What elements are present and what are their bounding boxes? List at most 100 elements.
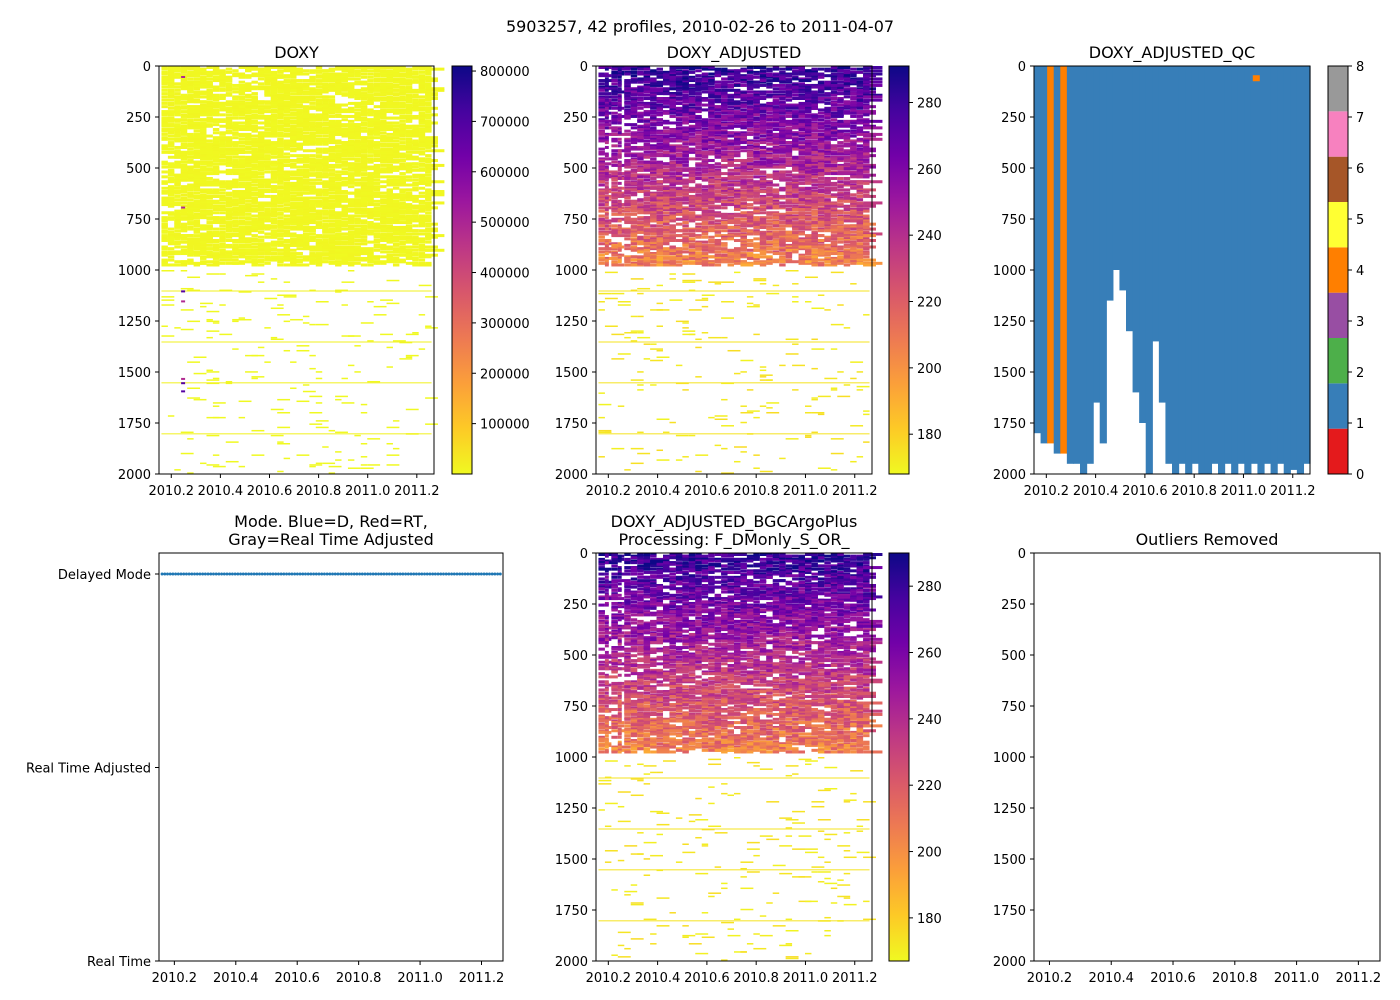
heatmap-cell	[380, 204, 400, 208]
heatmap-cell	[688, 170, 696, 174]
heatmap-cell	[200, 75, 207, 79]
heatmap-cell	[708, 66, 715, 69]
heatmap-cell	[399, 74, 413, 78]
heatmap-cell	[219, 304, 226, 306]
heatmap-cell	[180, 227, 188, 231]
heatmap-cell	[354, 214, 361, 218]
heatmap-cell	[167, 237, 175, 241]
heatmap-cell	[380, 232, 387, 236]
heatmap-cell	[617, 69, 622, 73]
heatmap-cell	[399, 90, 413, 94]
heatmap-cell	[675, 198, 696, 202]
heatmap-cell	[617, 181, 622, 185]
heatmap-cell	[611, 207, 618, 211]
heatmap-cell	[347, 157, 355, 161]
heatmap-cell	[180, 67, 188, 71]
heatmap-cell	[399, 155, 406, 159]
heatmap-cell	[270, 126, 278, 130]
heatmap-cell	[212, 69, 226, 73]
heatmap-cell	[225, 255, 233, 259]
heatmap-cell	[386, 199, 393, 203]
heatmap-cell	[251, 219, 265, 223]
heatmap-cell	[206, 336, 213, 339]
heatmap-cell	[360, 209, 368, 213]
heatmap-cell	[695, 150, 702, 154]
heatmap-cell	[277, 176, 297, 180]
heatmap-cell	[187, 276, 201, 279]
heatmap-cell	[727, 188, 734, 192]
heatmap-cell	[604, 121, 609, 125]
heatmap-cell	[347, 132, 361, 136]
heatmap-cell	[714, 100, 728, 104]
heatmap-cell	[386, 142, 400, 146]
heatmap-cell	[347, 201, 368, 205]
heatmap-cell	[367, 98, 374, 102]
heatmap-cell	[405, 207, 413, 211]
heatmap-cell	[264, 248, 284, 252]
heatmap-cell	[225, 113, 233, 117]
heatmap-cell	[238, 207, 252, 211]
heatmap-cell	[328, 149, 342, 153]
heatmap-cell	[669, 224, 676, 228]
heatmap-cell	[232, 121, 246, 125]
heatmap-cell	[656, 211, 664, 215]
heatmap-cell	[617, 79, 622, 83]
heatmap-cell	[675, 69, 683, 73]
colorbar-tick-label: 400000	[480, 267, 530, 282]
heatmap-cell	[701, 193, 709, 197]
heatmap-cell	[386, 212, 393, 216]
heatmap-cell	[309, 423, 323, 425]
heatmap-cell	[341, 235, 355, 239]
heatmap-cell	[225, 235, 233, 239]
heatmap-cell	[193, 185, 201, 189]
heatmap-cell	[360, 165, 381, 169]
heatmap-cell	[399, 209, 406, 213]
heatmap-cell	[598, 172, 605, 176]
heatmap-cell	[225, 121, 233, 125]
heatmap-cell	[296, 147, 303, 151]
heatmap-cell	[418, 111, 426, 115]
heatmap-cell	[617, 108, 622, 112]
heatmap-cell	[669, 75, 689, 79]
heatmap-cell	[251, 152, 258, 156]
heatmap-cell	[174, 186, 181, 190]
heatmap-cell	[740, 359, 754, 362]
heatmap-cell	[701, 221, 709, 225]
heatmap-cell	[695, 69, 702, 73]
heatmap-cell	[604, 95, 609, 99]
heatmap-cell	[611, 185, 618, 189]
heatmap-cell	[245, 237, 252, 241]
heatmap-cell	[598, 416, 605, 419]
heatmap-cell	[740, 191, 747, 195]
heatmap-cell	[669, 69, 676, 73]
heatmap-cell	[315, 234, 323, 238]
heatmap-cell	[193, 155, 201, 159]
heatmap-cell	[675, 132, 683, 136]
heatmap-cell	[283, 245, 291, 249]
heatmap-cell	[682, 227, 702, 231]
heatmap-cell	[360, 144, 381, 148]
heatmap-cell	[360, 263, 368, 267]
heatmap-cell	[708, 221, 715, 225]
heatmap-cell	[734, 460, 741, 463]
heatmap-cell	[392, 66, 400, 69]
heatmap-cell	[688, 83, 702, 87]
heatmap-cell	[277, 426, 291, 429]
heatmap-cell	[309, 229, 316, 233]
heatmap-cell	[637, 204, 651, 208]
heatmap-cell	[238, 196, 258, 200]
heatmap-cell	[187, 110, 194, 114]
heatmap-cell	[412, 256, 419, 260]
heatmap-cell	[193, 219, 201, 223]
heatmap-cell	[251, 167, 265, 171]
heatmap-cell	[347, 467, 361, 469]
heatmap-cell	[335, 196, 342, 200]
heatmap-cell	[721, 67, 728, 71]
heatmap-cell	[727, 225, 734, 229]
heatmap-cell	[270, 190, 278, 194]
heatmap-cell	[598, 188, 612, 192]
heatmap-cell	[669, 67, 676, 71]
heatmap-cell	[695, 131, 702, 135]
heatmap-cell	[598, 160, 605, 164]
heatmap-cell	[617, 225, 622, 229]
